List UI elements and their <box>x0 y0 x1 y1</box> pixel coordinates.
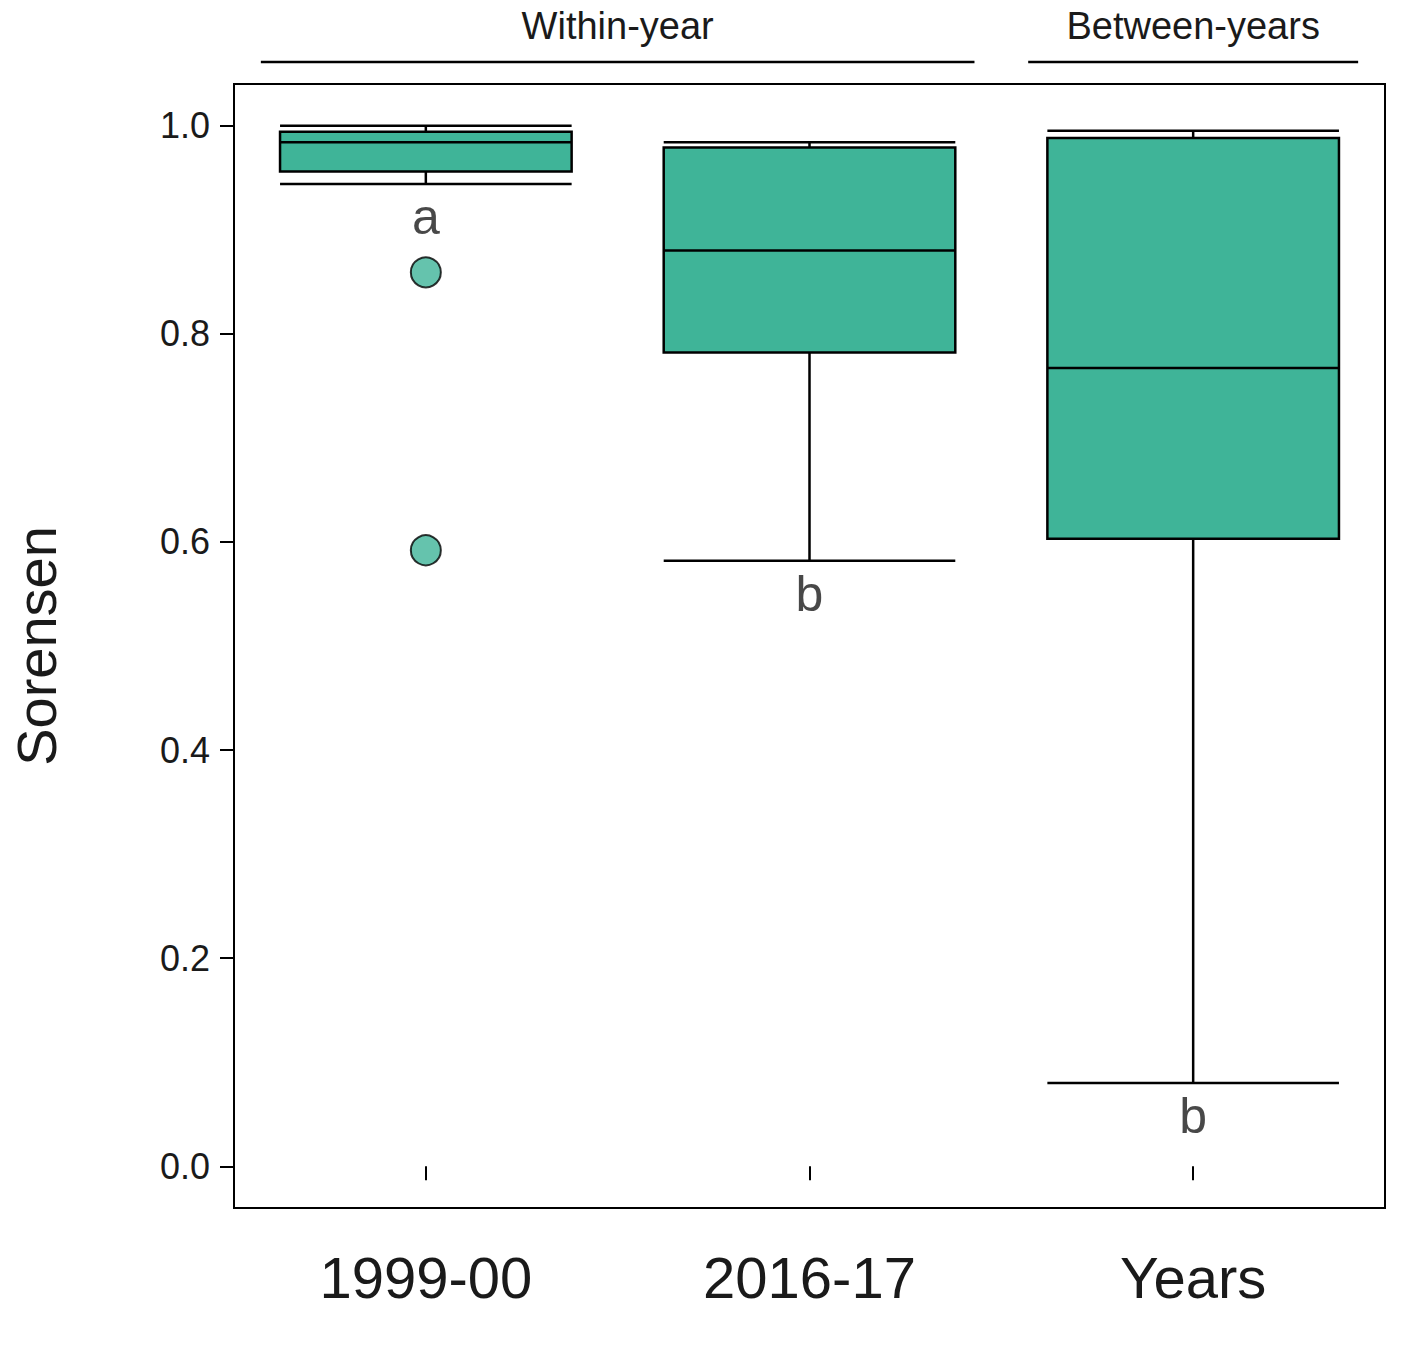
svg-text:Sorensen: Sorensen <box>5 526 68 766</box>
svg-text:a: a <box>412 189 440 245</box>
svg-text:b: b <box>1179 1088 1207 1144</box>
svg-text:Within-year: Within-year <box>522 5 714 47</box>
svg-text:0.0: 0.0 <box>160 1146 210 1187</box>
svg-text:Years: Years <box>1120 1245 1266 1310</box>
svg-text:b: b <box>796 566 824 622</box>
svg-text:2016-17: 2016-17 <box>703 1245 916 1310</box>
svg-text:1.0: 1.0 <box>160 105 210 146</box>
svg-text:0.8: 0.8 <box>160 313 210 354</box>
svg-text:1999-00: 1999-00 <box>319 1245 532 1310</box>
svg-text:Between-years: Between-years <box>1066 5 1319 47</box>
svg-text:0.2: 0.2 <box>160 938 210 979</box>
svg-text:0.6: 0.6 <box>160 521 210 562</box>
svg-text:0.4: 0.4 <box>160 730 210 771</box>
